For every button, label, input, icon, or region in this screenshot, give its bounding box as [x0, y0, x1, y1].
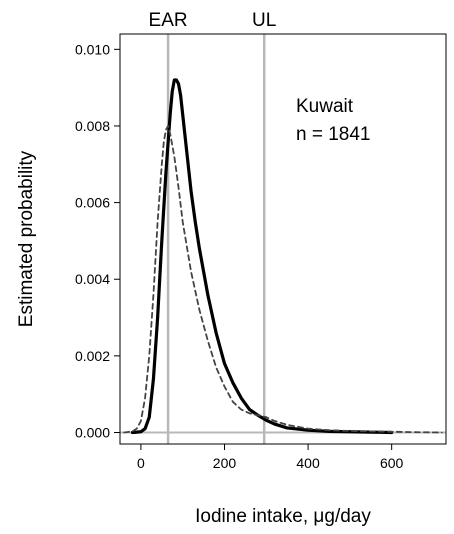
y-tick-label: 0.006 — [75, 195, 110, 211]
y-tick-label: 0.004 — [75, 271, 110, 287]
y-axis-title: Estimated probability — [16, 150, 37, 327]
x-tick-label: 600 — [380, 455, 404, 471]
reference-lines-layer — [120, 34, 446, 444]
y-tick-label: 0.000 — [75, 425, 110, 441]
reference-label-ear: EAR — [149, 10, 188, 31]
x-tick-label: 400 — [296, 455, 320, 471]
series-layer — [123, 78, 443, 435]
reference-label-ul: UL — [252, 10, 276, 31]
y-tick-label: 0.002 — [75, 348, 110, 364]
x-axis-title: Iodine intake, μg/day — [195, 506, 371, 527]
tick-layer — [114, 48, 393, 450]
x-tick-label: 0 — [137, 455, 145, 471]
annotation-country: Kuwait — [296, 96, 354, 117]
x-tick-label: 200 — [213, 455, 237, 471]
y-tick-label: 0.008 — [75, 118, 110, 134]
annotation-sample-size: n = 1841 — [296, 124, 371, 145]
series-line-solid — [130, 78, 394, 435]
label-layer: EAR UL 0 200 400 600 0.000 0.002 0.004 0.006 0.008… — [16, 10, 404, 527]
y-tick-label: 0.010 — [75, 41, 110, 57]
plot-frame — [119, 33, 447, 445]
series-line-dashed — [123, 125, 443, 434]
